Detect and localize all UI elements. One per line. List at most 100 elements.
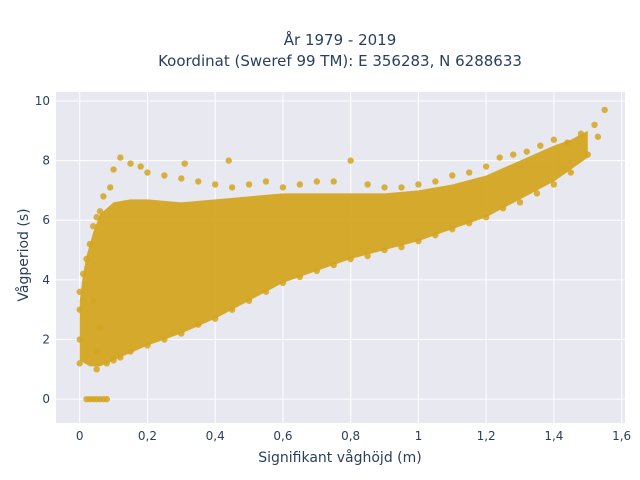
data-point <box>482 163 490 170</box>
y-tick-label: 6 <box>42 213 50 227</box>
data-point <box>296 181 304 188</box>
data-point <box>245 181 253 188</box>
data-point <box>449 225 456 233</box>
x-axis-label: Signifikant våghöjd (m) <box>258 449 421 466</box>
data-point <box>347 255 354 263</box>
data-point <box>96 208 104 215</box>
data-point <box>550 181 558 188</box>
data-point <box>103 395 111 403</box>
data-point <box>510 151 517 158</box>
data-point <box>100 193 107 200</box>
data-point <box>178 330 185 337</box>
data-point <box>195 178 202 185</box>
data-point <box>432 178 439 185</box>
data-point <box>93 366 100 373</box>
data-point <box>76 336 83 343</box>
data-point <box>516 199 524 206</box>
data-point <box>364 181 371 188</box>
data-point <box>313 267 320 275</box>
data-point <box>364 252 371 260</box>
data-point <box>466 169 473 176</box>
data-point <box>296 273 304 281</box>
data-point <box>523 148 530 155</box>
data-point <box>496 154 503 161</box>
data-point <box>110 166 117 173</box>
data-point <box>90 297 97 304</box>
data-point <box>262 288 270 295</box>
x-tick-label: 0 <box>76 429 84 443</box>
data-point <box>449 172 456 179</box>
data-point <box>594 133 602 140</box>
data-point <box>381 246 388 254</box>
data-point <box>381 184 388 191</box>
data-point <box>161 336 168 343</box>
x-tick-label: 1,4 <box>544 429 563 443</box>
data-point <box>398 243 405 251</box>
x-tick-label: 0,2 <box>138 429 157 443</box>
y-tick-label: 0 <box>42 392 50 406</box>
data-point <box>211 315 219 322</box>
data-point <box>225 157 232 164</box>
data-point <box>127 348 134 355</box>
x-tick-label: 0,4 <box>206 429 225 443</box>
point-cloud-core <box>79 130 588 367</box>
data-point <box>144 342 151 349</box>
data-point <box>466 220 473 227</box>
data-point <box>398 184 405 191</box>
x-tick-label: 1,2 <box>477 429 496 443</box>
data-point <box>178 175 185 182</box>
data-point <box>279 184 287 191</box>
data-point <box>533 190 541 197</box>
y-tick-label: 8 <box>42 154 50 168</box>
data-point <box>482 214 490 221</box>
data-point <box>347 157 354 164</box>
data-point <box>228 184 236 191</box>
data-point <box>228 306 236 313</box>
data-point <box>144 169 151 176</box>
data-point <box>313 178 320 185</box>
data-point <box>181 160 188 167</box>
data-point <box>76 306 83 313</box>
data-point <box>86 240 94 248</box>
data-point <box>79 270 87 278</box>
data-point <box>161 172 168 179</box>
y-tick-label: 10 <box>35 94 50 108</box>
data-point <box>601 106 608 114</box>
data-point <box>330 178 337 185</box>
data-point <box>96 324 104 331</box>
y-tick-label: 2 <box>42 333 50 347</box>
y-axis-label: Vågperiod (s) <box>15 208 32 301</box>
x-tick-label: 1 <box>415 429 423 443</box>
data-point <box>110 357 117 364</box>
data-point <box>499 205 507 212</box>
data-point <box>90 222 97 230</box>
x-tick-labels: 0 0,2 0,4 0,6 0,8 1 1,2 1,4 1,6 <box>76 429 631 443</box>
x-tick-label: 1,6 <box>612 429 631 443</box>
data-point <box>330 261 337 269</box>
data-point <box>76 288 83 295</box>
data-point <box>567 169 575 176</box>
data-point <box>106 184 114 191</box>
data-point <box>117 154 124 161</box>
data-point <box>584 151 591 158</box>
data-point <box>195 321 202 328</box>
data-point <box>432 231 439 239</box>
data-point <box>550 136 558 143</box>
data-point <box>262 178 270 185</box>
data-point <box>211 181 219 188</box>
data-point <box>127 160 134 167</box>
data-points <box>76 106 608 403</box>
data-point <box>577 130 585 137</box>
data-point <box>415 237 422 245</box>
y-tick-label: 4 <box>42 273 50 287</box>
data-point <box>564 139 571 146</box>
data-point <box>591 121 598 129</box>
data-point <box>415 181 422 188</box>
chart-title-line1: År 1979 - 2019 <box>284 30 397 49</box>
data-point <box>83 255 90 263</box>
data-point <box>93 214 100 221</box>
data-point <box>537 142 544 149</box>
data-point <box>76 360 83 367</box>
data-point <box>93 348 100 355</box>
